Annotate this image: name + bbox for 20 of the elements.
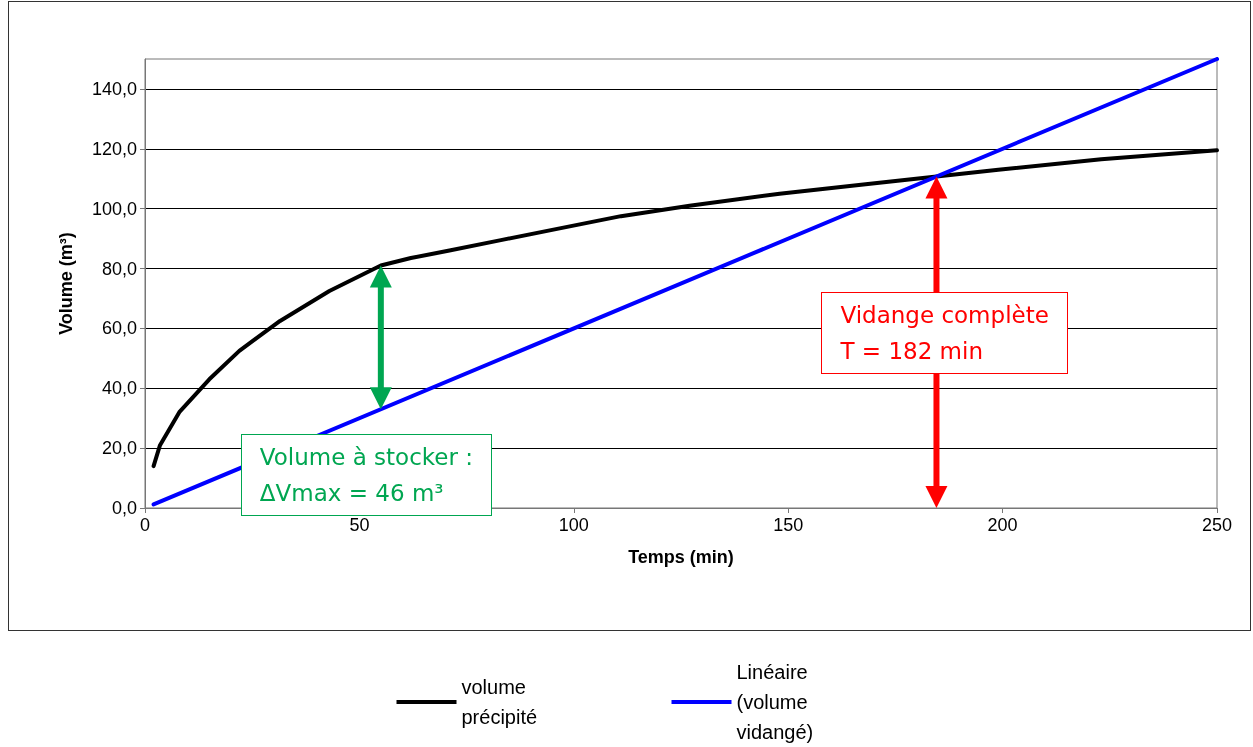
y-axis-title: Volume (m³) [56,232,76,335]
y-tick-label: 80,0 [101,258,137,279]
y-tick-label: 100,0 [91,198,137,219]
x-tick-label: 150 [773,515,804,535]
x-tick-label: 0 [139,515,151,535]
x-tick-label: 100 [558,515,589,535]
y-tick-label: 40,0 [101,378,137,399]
x-tick-label: 50 [349,515,370,535]
annotation: Volume à stocker : ΔVmax = 46 m³ [240,434,492,517]
x-axis-title: Temps (min) [628,547,734,567]
annotation: Vidange complète T = 182 min [821,292,1068,375]
y-tick-label: 20,0 [101,438,137,459]
x-tick-label: 200 [987,515,1018,535]
y-tick-label: 120,0 [91,138,137,159]
legend-label: Linéaire (volume vidangé) [736,661,814,743]
x-tick-label: 250 [1201,515,1233,535]
y-tick-label: 60,0 [101,318,137,339]
y-tick-label: 0,0 [111,498,137,518]
legend-label: volume précipité [461,676,538,728]
y-tick-label: 140,0 [91,78,137,99]
